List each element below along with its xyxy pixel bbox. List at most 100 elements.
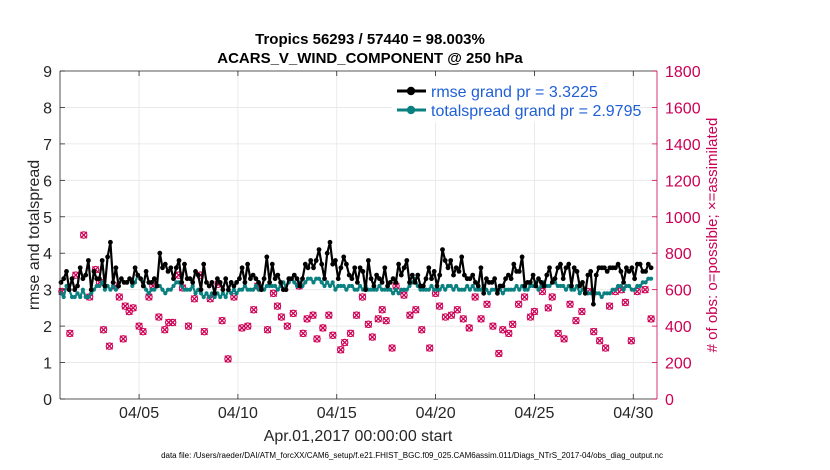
rmse-point [234,280,240,285]
rmse-point [256,280,261,285]
rmse-point [519,254,525,260]
obs-marker [641,285,649,294]
rmse-point [272,276,278,282]
rmse-point [294,276,300,282]
rmse-point [313,258,319,263]
obs-marker [627,336,636,345]
totalspread-point [478,287,483,292]
y-tick-label-right: 1200 [665,173,701,190]
rmse-point [363,287,368,293]
rmse-point [171,276,176,282]
rmse-point [162,261,168,267]
y-tick-label-left: 2 [43,319,52,336]
totalspread-point [577,291,582,296]
rmse-point [198,287,204,293]
rmse-point [190,280,196,285]
rmse-point [91,269,97,274]
rmse-point [645,261,651,267]
obs-marker [425,344,434,352]
obs-marker [121,302,129,310]
totalspread-point [621,287,626,292]
rmse-point [371,283,377,289]
rmse-point [330,261,336,267]
totalspread-point [61,294,66,300]
obs-marker [514,300,523,308]
rmse-point [459,254,465,260]
y-tick-label-left: 1 [43,356,52,373]
totalspread-point [179,283,184,289]
rmse-point [316,247,322,253]
rmse-point [360,269,366,274]
obs-marker [224,355,232,363]
rmse-point [239,265,245,271]
rmse-point [538,280,544,285]
rmse-point [248,276,253,282]
rmse-point [176,258,182,263]
totalspread-point [242,283,247,289]
rmse-point [577,283,583,289]
totalspread-point [198,291,204,296]
rmse-point [302,261,308,267]
totalspread-point [374,287,379,292]
obs-marker [79,231,88,239]
obs-marker [352,311,361,319]
rmse-point [278,280,283,285]
obs-marker [273,302,282,310]
rmse-point [442,258,448,263]
rmse-point [368,276,374,282]
y-axis-label-left: rmse and totalspread [26,160,43,310]
totalspread-point [517,287,522,292]
rmse-point [357,265,363,271]
rmse-point [72,287,78,293]
y-tick-label-right: 1000 [665,210,701,227]
totalspread-point [627,283,632,289]
y-tick-label-left: 9 [43,64,52,81]
totalspread-point [218,294,223,300]
rmse-point [124,280,130,285]
rmse-point [552,276,558,282]
rmse-point [390,276,396,282]
tick-labels-x: 04/05 04/10 04/15 04/20 04/25 04/30 [119,405,653,422]
totalspread-point [440,283,445,289]
rmse-point [258,287,264,293]
obs-marker [447,311,456,319]
rmse-point [585,272,591,278]
totalspread-point [341,283,346,289]
totalspread-point [599,294,604,300]
rmse-point [489,280,495,285]
rmse-point [349,276,355,282]
totalspread-point [229,291,234,296]
obs-marker [168,318,177,327]
obs-marker [129,304,137,312]
totalspread-point [451,287,456,292]
obs-marker [346,329,355,338]
totalspread-point [193,291,198,296]
rmse-point [333,258,338,263]
totalspread-point [240,287,245,292]
totalspread-point [207,294,212,300]
totalspread-point [75,291,80,296]
rmse-point [327,239,333,245]
x-tick-label: 04/15 [317,405,357,422]
totalspread-point [80,287,85,292]
rmse-point [613,265,618,271]
rmse-point [77,265,83,271]
obs-marker [560,335,568,343]
y-tick-label-right: 1600 [665,100,701,117]
obs-marker [471,293,479,301]
obs-marker [477,315,485,323]
rmse-point [300,276,305,282]
totalspread-point [201,294,206,300]
totalspread-point [547,283,552,289]
x-tick-label: 04/20 [416,405,456,422]
totalspread-point [160,287,165,292]
rmse-point [154,283,160,289]
obs-marker [382,316,390,325]
y-tick-label-right: 1400 [665,137,701,154]
totalspread-point [563,287,569,292]
totalspread-point [514,283,519,289]
totalspread-point [171,283,176,289]
rmse-point [149,280,155,285]
obs-marker [435,302,444,310]
rmse-point [401,265,407,271]
